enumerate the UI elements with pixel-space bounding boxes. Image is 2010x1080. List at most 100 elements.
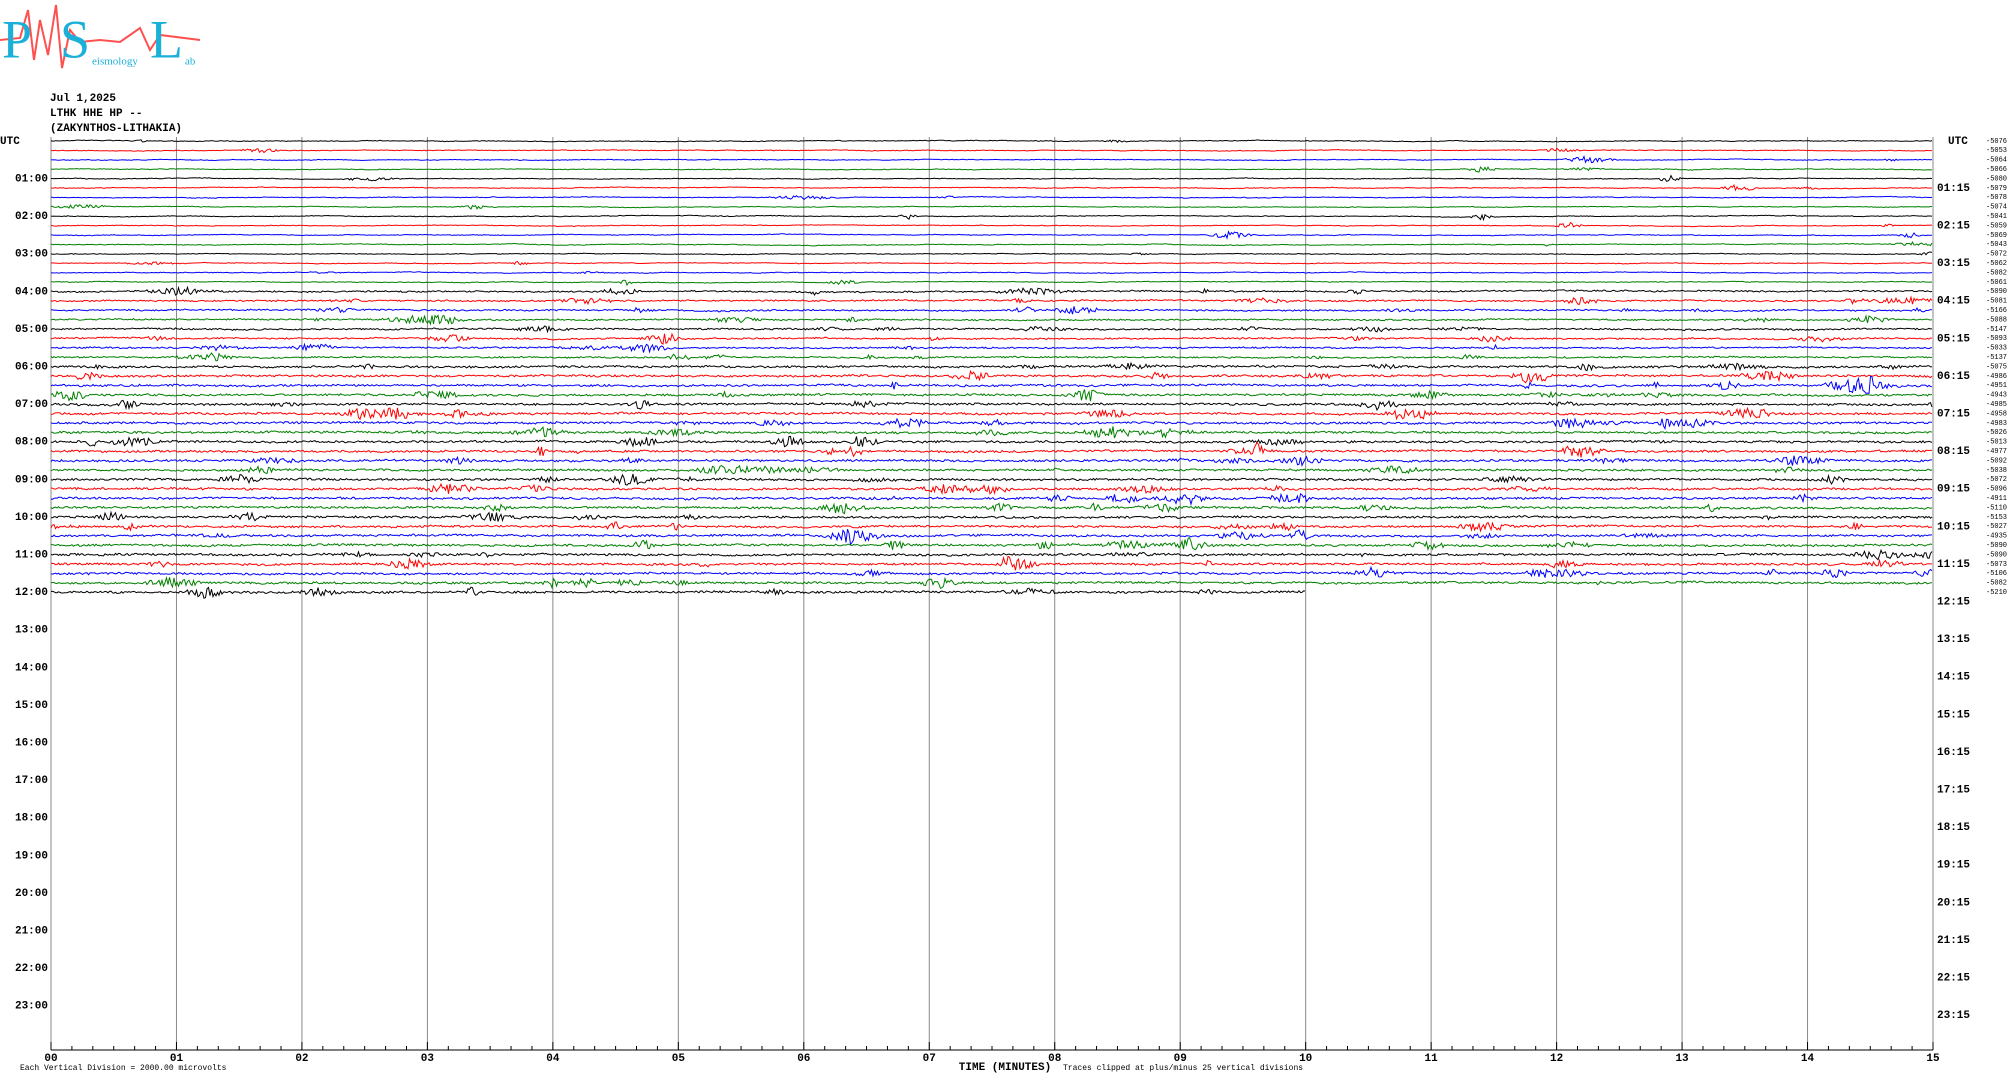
trace: [50, 510, 1933, 523]
trace-offset: -5090: [1986, 288, 2007, 296]
trace-offset: -5069: [1986, 232, 2007, 240]
trace: [50, 521, 1933, 533]
trace: [50, 417, 1933, 431]
trace: [50, 295, 1933, 306]
row-label-right: 11:15: [1937, 559, 1970, 571]
trace: [50, 389, 1933, 402]
trace-offset: -5110: [1986, 504, 2007, 512]
x-tick-label: 03: [421, 1053, 435, 1065]
trace: [50, 502, 1933, 515]
x-tick-label: 12: [1550, 1053, 1563, 1065]
row-label-left: 10:00: [15, 512, 48, 524]
trace: [50, 325, 1933, 334]
row-label-right: 06:15: [1937, 371, 1970, 383]
x-tick-label: 00: [44, 1053, 57, 1065]
trace-offset: -5074: [1986, 204, 2007, 212]
trace-offset: -5081: [1986, 298, 2007, 306]
x-tick-label: 09: [1174, 1053, 1187, 1065]
row-label-left: 12:00: [15, 587, 48, 599]
x-tick-label: 04: [546, 1053, 560, 1065]
trace: [50, 195, 1933, 201]
trace-offset: -5078: [1986, 194, 2007, 202]
trace: [50, 548, 1933, 561]
trace-offset: -5066: [1986, 166, 2007, 174]
trace-offset: -5062: [1986, 260, 2007, 268]
trace-offset: -5072: [1986, 251, 2007, 259]
trace-offset: -4985: [1986, 401, 2007, 409]
x-tick-label: 05: [672, 1053, 686, 1065]
trace-offset: -5080: [1986, 175, 2007, 183]
trace-offset: -5106: [1986, 570, 2007, 578]
row-label-right: 03:15: [1937, 258, 1970, 270]
trace: [50, 482, 1933, 496]
row-label-right: 02:15: [1937, 221, 1970, 233]
row-label-right: 05:15: [1937, 333, 1970, 345]
row-label-right: 16:15: [1937, 747, 1970, 759]
row-label-right: 22:15: [1937, 973, 1970, 985]
trace: [50, 251, 1933, 256]
row-label-left: 05:00: [15, 324, 48, 336]
row-label-left: 17:00: [15, 775, 48, 787]
trace: [50, 565, 1933, 579]
trace: [50, 279, 1933, 287]
row-label-left: 20:00: [15, 888, 48, 900]
row-label-right: 18:15: [1937, 822, 1970, 834]
x-tick-label: 07: [923, 1053, 936, 1065]
x-tick-label: 11: [1425, 1053, 1439, 1065]
trace-offset: -5082: [1986, 269, 2007, 277]
row-label-right: 13:15: [1937, 634, 1970, 646]
trace: [50, 174, 1933, 182]
trace-offset: -5075: [1986, 363, 2007, 371]
trace: [50, 147, 1932, 154]
row-label-right: 14:15: [1937, 672, 1970, 684]
trace-offset: -5073: [1986, 561, 2007, 569]
row-label-right: 21:15: [1937, 935, 1970, 947]
row-label-left: 02:00: [15, 211, 48, 223]
trace: [50, 455, 1932, 467]
x-tick-label: 08: [1048, 1053, 1062, 1065]
trace: [50, 441, 1933, 458]
trace-offset: -5027: [1986, 523, 2007, 531]
trace-offset: -5038: [1986, 467, 2007, 475]
trace: [50, 406, 1933, 421]
trace-offset: -5093: [1986, 335, 2007, 343]
trace-offset: -5147: [1986, 326, 2007, 334]
row-label-left: 21:00: [15, 926, 48, 938]
trace-offset: -5076: [1986, 138, 2007, 146]
trace: [50, 575, 1933, 590]
trace: [50, 435, 1933, 448]
footer-left: Each Vertical Division = 2000.00 microvo…: [20, 1064, 227, 1073]
x-tick-label: 13: [1675, 1053, 1689, 1065]
trace: [50, 375, 1933, 394]
row-label-right: 12:15: [1937, 597, 1970, 609]
trace: [51, 536, 1933, 552]
row-label-right: 15:15: [1937, 709, 1970, 721]
row-label-left: UTC: [0, 136, 20, 148]
trace-offset: -5090: [1986, 542, 2007, 550]
row-label-right: 07:15: [1937, 409, 1970, 421]
row-label-right: 19:15: [1937, 860, 1970, 872]
row-label-left: 06:00: [15, 362, 48, 374]
trace-offset: -5059: [1986, 222, 2007, 230]
row-label-left: 09:00: [15, 474, 48, 486]
x-tick-label: 02: [295, 1053, 308, 1065]
trace: [50, 586, 1306, 599]
trace: [50, 314, 1933, 326]
x-tick-label: 15: [1926, 1053, 1940, 1065]
trace: [50, 492, 1933, 507]
row-label-left: 23:00: [15, 1001, 48, 1013]
logo-word: eismology: [92, 56, 138, 68]
logo-letter: L: [150, 9, 183, 69]
trace-offset: -5061: [1986, 279, 2007, 287]
trace: [50, 361, 1933, 372]
trace-offset: -4911: [1986, 495, 2007, 503]
trace: [50, 241, 1933, 247]
row-label-right: 23:15: [1937, 1010, 1970, 1022]
row-label-left: 07:00: [15, 399, 48, 411]
x-axis-label: TIME (MINUTES): [959, 1062, 1051, 1074]
trace: [50, 464, 1933, 475]
row-label-left: 13:00: [15, 625, 48, 637]
header-line: (ZAKYNTHOS-LITHAKIA): [50, 123, 182, 135]
row-label-left: 08:00: [15, 437, 48, 449]
